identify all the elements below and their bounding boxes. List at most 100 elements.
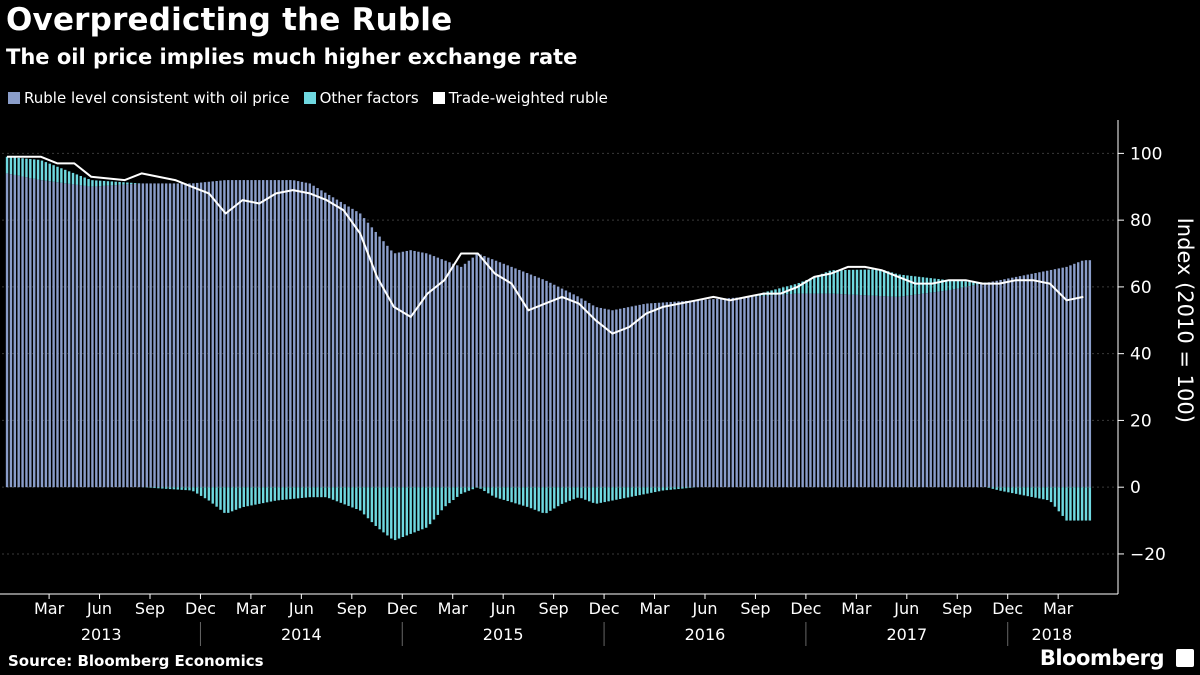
other-factors-bar: [440, 487, 443, 511]
oil-bar: [813, 293, 816, 488]
oil-bar: [549, 282, 552, 488]
oil-bar: [1077, 262, 1080, 488]
oil-bar: [626, 307, 630, 488]
oil-bar: [440, 259, 443, 488]
other-factors-bar: [250, 487, 253, 506]
oil-bar: [681, 301, 684, 488]
oil-bar: [1057, 268, 1061, 488]
other-factors-bar: [71, 172, 75, 185]
other-factors-bar: [1014, 487, 1018, 494]
oil-bar: [281, 180, 284, 488]
other-factors-bar: [83, 177, 86, 186]
oil-bar: [327, 194, 331, 488]
oil-bar: [603, 308, 606, 488]
month-tick-label: Dec: [992, 599, 1023, 618]
oil-bar: [331, 197, 335, 488]
chart-title: Overpredicting the Ruble: [6, 2, 453, 38]
other-factors-bar: [611, 487, 614, 501]
other-factors-bar: [149, 487, 152, 488]
oil-bar: [995, 280, 998, 488]
oil-bar: [52, 181, 55, 488]
oil-bar: [518, 269, 521, 488]
other-factors-bar: [459, 487, 463, 494]
oil-bar: [223, 180, 226, 488]
oil-bar: [716, 298, 719, 488]
legend-item-other: Other factors: [303, 89, 419, 107]
oil-bar: [417, 251, 420, 488]
other-factors-bar: [945, 279, 948, 291]
other-factors-bar: [650, 487, 653, 493]
month-tick-label: Mar: [639, 599, 670, 618]
oil-bar: [653, 302, 657, 488]
oil-bar: [122, 184, 125, 488]
oil-bar: [405, 250, 408, 488]
oil-bar: [293, 180, 296, 488]
oil-bar: [506, 265, 509, 488]
other-factors-bar: [537, 487, 540, 512]
other-factors-bar: [300, 487, 304, 498]
other-factors-bar: [343, 487, 346, 505]
oil-bar: [642, 304, 645, 488]
oil-bar: [595, 307, 599, 488]
oil-bar: [665, 302, 669, 488]
other-factors-bar: [102, 180, 106, 186]
other-factors-bar: [572, 487, 575, 500]
legend-label-oil: Ruble level consistent with oil price: [24, 89, 290, 107]
oil-bar: [541, 279, 544, 488]
oil-bar: [1073, 263, 1076, 488]
month-tick-label: Dec: [589, 599, 620, 618]
other-factors-bar: [444, 487, 447, 507]
other-factors-bar: [1011, 487, 1014, 494]
other-factors-bar: [646, 487, 649, 494]
other-factors-bar: [215, 487, 218, 507]
other-factors-bar: [316, 487, 319, 498]
oil-bar: [809, 293, 812, 488]
oil-bar: [793, 293, 797, 488]
other-factors-bar: [223, 487, 226, 513]
oil-bar: [762, 295, 766, 488]
other-factors-bar: [778, 288, 781, 295]
other-factors-bar: [851, 269, 855, 295]
other-factors-bar: [304, 487, 308, 498]
oil-bar: [607, 309, 610, 488]
oil-bar: [782, 294, 785, 488]
y-tick-label: 80: [1130, 211, 1152, 231]
other-factors-bar: [180, 487, 183, 490]
oil-bar: [1084, 260, 1088, 488]
oil-bar: [964, 286, 967, 488]
oil-bar: [529, 274, 533, 488]
oil-bar: [599, 307, 603, 488]
oil-bar: [894, 296, 898, 488]
other-factors-bar: [1026, 487, 1029, 497]
oil-bar: [172, 183, 176, 488]
other-factors-bar: [805, 279, 808, 294]
other-factors-bar: [886, 271, 890, 297]
oil-bar: [1045, 270, 1049, 488]
other-factors-bar: [48, 163, 51, 182]
oil-bar: [91, 186, 94, 488]
other-factors-bar: [324, 487, 327, 498]
other-factors-bar: [355, 487, 358, 510]
oil-bar: [95, 186, 98, 488]
oil-bar: [370, 227, 374, 488]
other-factors-bar: [386, 487, 389, 536]
other-factors-bar: [463, 487, 467, 493]
other-factors-bar: [607, 487, 610, 502]
other-factors-bar: [1057, 487, 1061, 512]
other-factors-bar: [925, 277, 929, 294]
other-factors-bar: [688, 487, 692, 488]
other-factors-bar: [960, 281, 963, 288]
month-tick-label: Jun: [86, 599, 112, 618]
oil-bar: [304, 182, 308, 488]
oil-bar: [498, 262, 502, 488]
oil-bar: [1003, 279, 1006, 488]
other-factors-bar: [273, 487, 277, 501]
oil-bar: [339, 201, 343, 488]
oil-bar: [859, 295, 863, 488]
oil-bar: [161, 183, 164, 488]
month-tick-label: Mar: [841, 599, 872, 618]
other-factors-bar: [269, 487, 273, 502]
other-factors-bar: [184, 487, 187, 491]
oil-bar: [114, 185, 117, 488]
other-factors-bar: [1034, 487, 1037, 498]
